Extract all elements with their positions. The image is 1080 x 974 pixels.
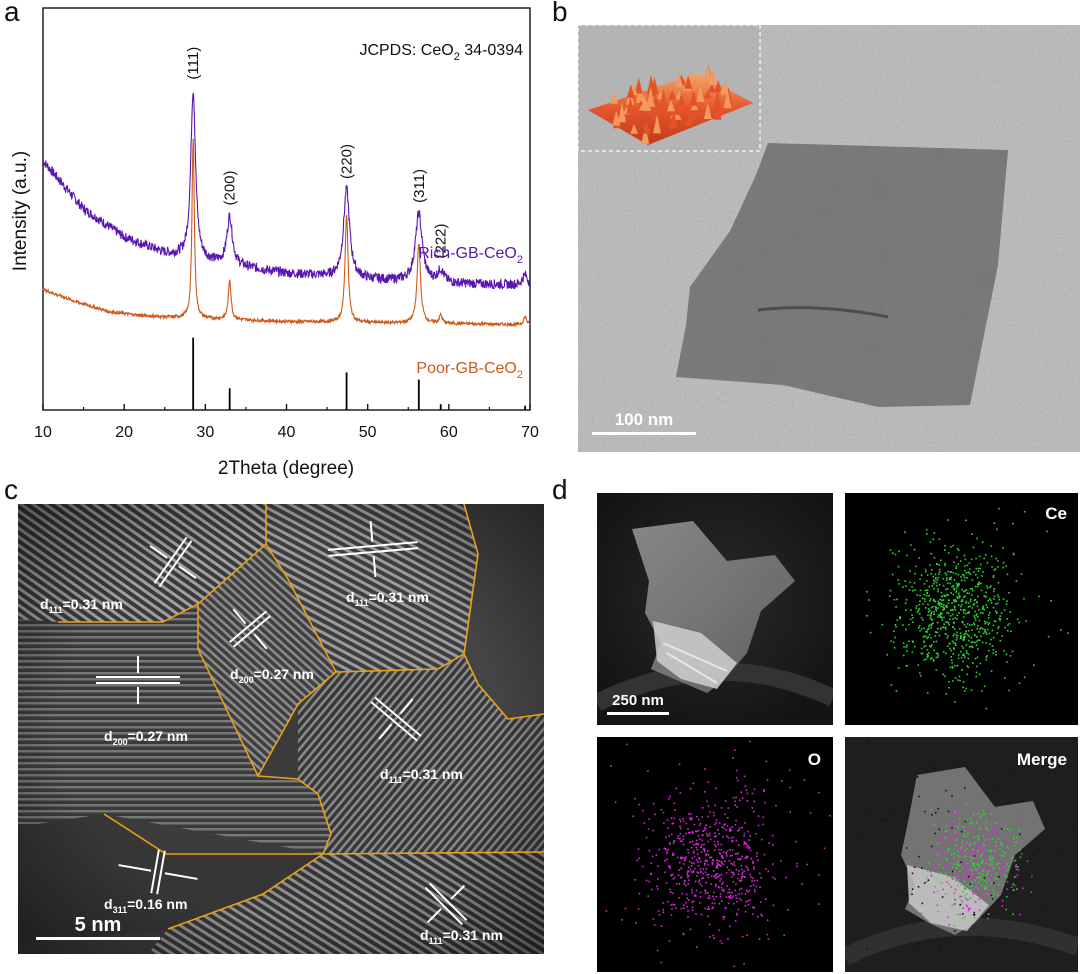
o-map-label: O <box>808 750 821 769</box>
scale-bar-line <box>607 712 669 715</box>
axis-label-x: 2Theta (degree) <box>218 458 354 479</box>
merge-map-label: Merge <box>1017 750 1067 769</box>
d-spacing-label: d111=0.31 nm <box>346 589 429 608</box>
peak-labels: (111) (200) (220) (311) (222) <box>185 47 450 259</box>
scale-bar-label: 100 nm <box>615 410 674 429</box>
d-spacing-label: d200=0.27 nm <box>104 728 188 747</box>
peak-label: (111) <box>185 47 202 80</box>
o-map: O <box>597 737 833 972</box>
x-tick-label: 40 <box>278 424 296 441</box>
scale-bar-label: 5 nm <box>75 914 122 936</box>
reference-card-label: JCPDS: CeO2 34-0394 <box>359 42 523 63</box>
scale-bar-line <box>36 937 160 940</box>
chart-series <box>42 92 531 328</box>
ce-map-label: Ce <box>1045 504 1067 523</box>
panel-letter-d: d <box>552 474 568 505</box>
tem-image: 100 nm <box>578 25 1080 452</box>
peak-label: (311) <box>411 169 428 203</box>
haadf-image: 250 nm <box>597 493 833 725</box>
legend-poor-gb: Poor-GB-CeO2 <box>416 360 523 381</box>
peak-label: (222) <box>433 223 450 258</box>
panel-letter-c: c <box>4 474 18 505</box>
d-spacing-label: d311=0.16 nm <box>104 896 187 915</box>
legend-rich-gb: Rich-GB-CeO2 <box>418 245 523 266</box>
series-poor-gb <box>42 138 531 328</box>
x-tick-label: 30 <box>196 424 214 441</box>
panel-letter-b: b <box>552 0 568 27</box>
d-spacing-label: d200=0.27 nm <box>230 666 314 685</box>
panel-letter-a: a <box>4 0 20 27</box>
reference-pattern <box>192 337 527 410</box>
x-tick-label: 70 <box>521 424 539 441</box>
axis-label-y: Intensity (a.u.) <box>10 151 31 271</box>
merge-map: Merge <box>845 737 1078 972</box>
fringe-markers <box>96 521 468 926</box>
xrd-chart: 10 20 30 40 50 60 70 (111) (200) (220) (311) (222)… <box>10 7 539 479</box>
peak-label: (200) <box>222 170 239 205</box>
inset-3d-surface <box>578 25 761 152</box>
d-spacing-label: d111=0.31 nm <box>380 766 463 785</box>
x-tick-label: 20 <box>115 424 133 441</box>
x-tick-label: 60 <box>440 424 458 441</box>
scale-bar-line <box>592 432 696 435</box>
grain-boundaries <box>58 504 544 930</box>
x-tick-label: 50 <box>359 424 377 441</box>
d-spacing-label: d111=0.31 nm <box>420 927 503 946</box>
d-spacing-label: d111=0.31 nm <box>40 596 123 615</box>
peak-label: (220) <box>339 144 356 179</box>
hrtem-image: d111=0.31 nm d111=0.31 nm d200=0.27 nm d… <box>18 504 544 954</box>
series-rich-gb <box>42 92 531 291</box>
x-tick-label: 10 <box>34 424 52 441</box>
ce-map: Ce <box>845 493 1078 725</box>
chart-axes: 10 20 30 40 50 60 70 <box>34 7 539 441</box>
plot-frame <box>42 7 531 411</box>
scale-bar-label: 250 nm <box>612 692 664 709</box>
